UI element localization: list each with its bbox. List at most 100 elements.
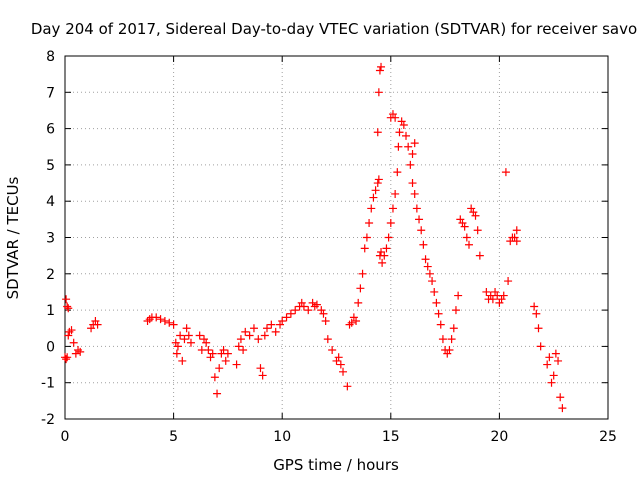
data-point [360, 244, 369, 253]
data-point [374, 88, 383, 97]
data-point [447, 335, 456, 344]
data-point [428, 277, 437, 286]
y-tick-label: 0 [46, 339, 55, 355]
data-point [64, 331, 73, 340]
data-point [547, 378, 556, 387]
data-point [195, 331, 204, 340]
data-point [262, 324, 271, 333]
data-point [558, 404, 567, 413]
data-point [249, 324, 258, 333]
data-point [156, 315, 165, 324]
data-point [374, 175, 383, 184]
data-point [419, 240, 428, 249]
data-point [62, 355, 71, 364]
data-point [460, 222, 469, 231]
data-point [384, 233, 393, 242]
data-point [510, 233, 519, 242]
data-point [549, 371, 558, 380]
data-point [171, 338, 180, 347]
data-point [291, 306, 300, 315]
data-point [186, 338, 195, 347]
data-point [499, 291, 508, 300]
data-point [556, 393, 565, 402]
y-tick-label: -2 [41, 412, 55, 428]
data-point [271, 327, 280, 336]
data-point [395, 128, 404, 137]
y-tick-label: 3 [46, 231, 55, 247]
data-point [365, 218, 374, 227]
data-point [464, 240, 473, 249]
data-point [260, 331, 269, 340]
data-point [410, 139, 419, 148]
data-point [256, 364, 265, 373]
data-point [176, 331, 185, 340]
data-point [345, 320, 354, 329]
data-point [432, 298, 441, 307]
data-point [391, 189, 400, 198]
data-point [286, 309, 295, 318]
data-point [532, 309, 541, 318]
x-tick-label: 0 [61, 429, 70, 445]
data-point [373, 179, 382, 188]
tick-labels: 0 5 10 15 20 25 -2 -1 0 1 2 3 4 5 6 7 8 [41, 49, 617, 445]
data-point [501, 168, 510, 177]
data-point [63, 302, 72, 311]
data-point [347, 318, 356, 327]
data-point [543, 360, 552, 369]
data-point [299, 302, 308, 311]
x-tick-label: 20 [490, 429, 508, 445]
data-point [430, 287, 439, 296]
data-point [410, 189, 419, 198]
data-point [62, 295, 71, 304]
data-point [213, 389, 222, 398]
data-point [202, 338, 211, 347]
data-point [74, 346, 83, 355]
data-point [367, 204, 376, 213]
data-point [245, 331, 254, 340]
data-point [504, 277, 513, 286]
data-point [417, 226, 426, 235]
data-point [436, 320, 445, 329]
data-point [297, 298, 306, 307]
data-point [169, 320, 178, 329]
chart-title: Day 204 of 2017, Sidereal Day-to-day VTE… [31, 20, 637, 38]
data-point [334, 353, 343, 362]
data-point [276, 320, 285, 329]
data-point [356, 284, 365, 293]
data-point [467, 204, 476, 213]
data-point [378, 258, 387, 267]
data-point [160, 316, 169, 325]
data-point [321, 316, 330, 325]
data-point [310, 302, 319, 311]
y-tick-label: 6 [46, 122, 55, 138]
data-point [282, 313, 291, 322]
x-tick-label: 10 [273, 429, 291, 445]
data-point [323, 335, 332, 344]
data-point [425, 269, 434, 278]
data-point [388, 204, 397, 213]
data-point [258, 371, 267, 380]
data-point [469, 208, 478, 217]
data-point [495, 298, 504, 307]
data-point [215, 364, 224, 373]
data-point [375, 66, 384, 75]
data-point [87, 324, 96, 333]
data-point [332, 356, 341, 365]
data-point [71, 349, 80, 358]
data-point [143, 316, 152, 325]
data-point [91, 316, 100, 325]
data-point [380, 251, 389, 260]
data-point [530, 302, 539, 311]
data-point [488, 295, 497, 304]
data-points [61, 62, 567, 413]
data-point [406, 160, 415, 169]
data-point [373, 128, 382, 137]
data-point [397, 117, 406, 126]
data-point [210, 373, 219, 382]
data-point [234, 342, 243, 351]
data-point [512, 237, 521, 246]
x-tick-label: 25 [599, 429, 617, 445]
data-point [178, 356, 187, 365]
data-point [551, 349, 560, 358]
data-point [456, 215, 465, 224]
